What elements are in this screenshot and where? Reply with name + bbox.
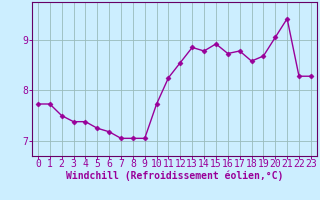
X-axis label: Windchill (Refroidissement éolien,°C): Windchill (Refroidissement éolien,°C) [66,170,283,181]
